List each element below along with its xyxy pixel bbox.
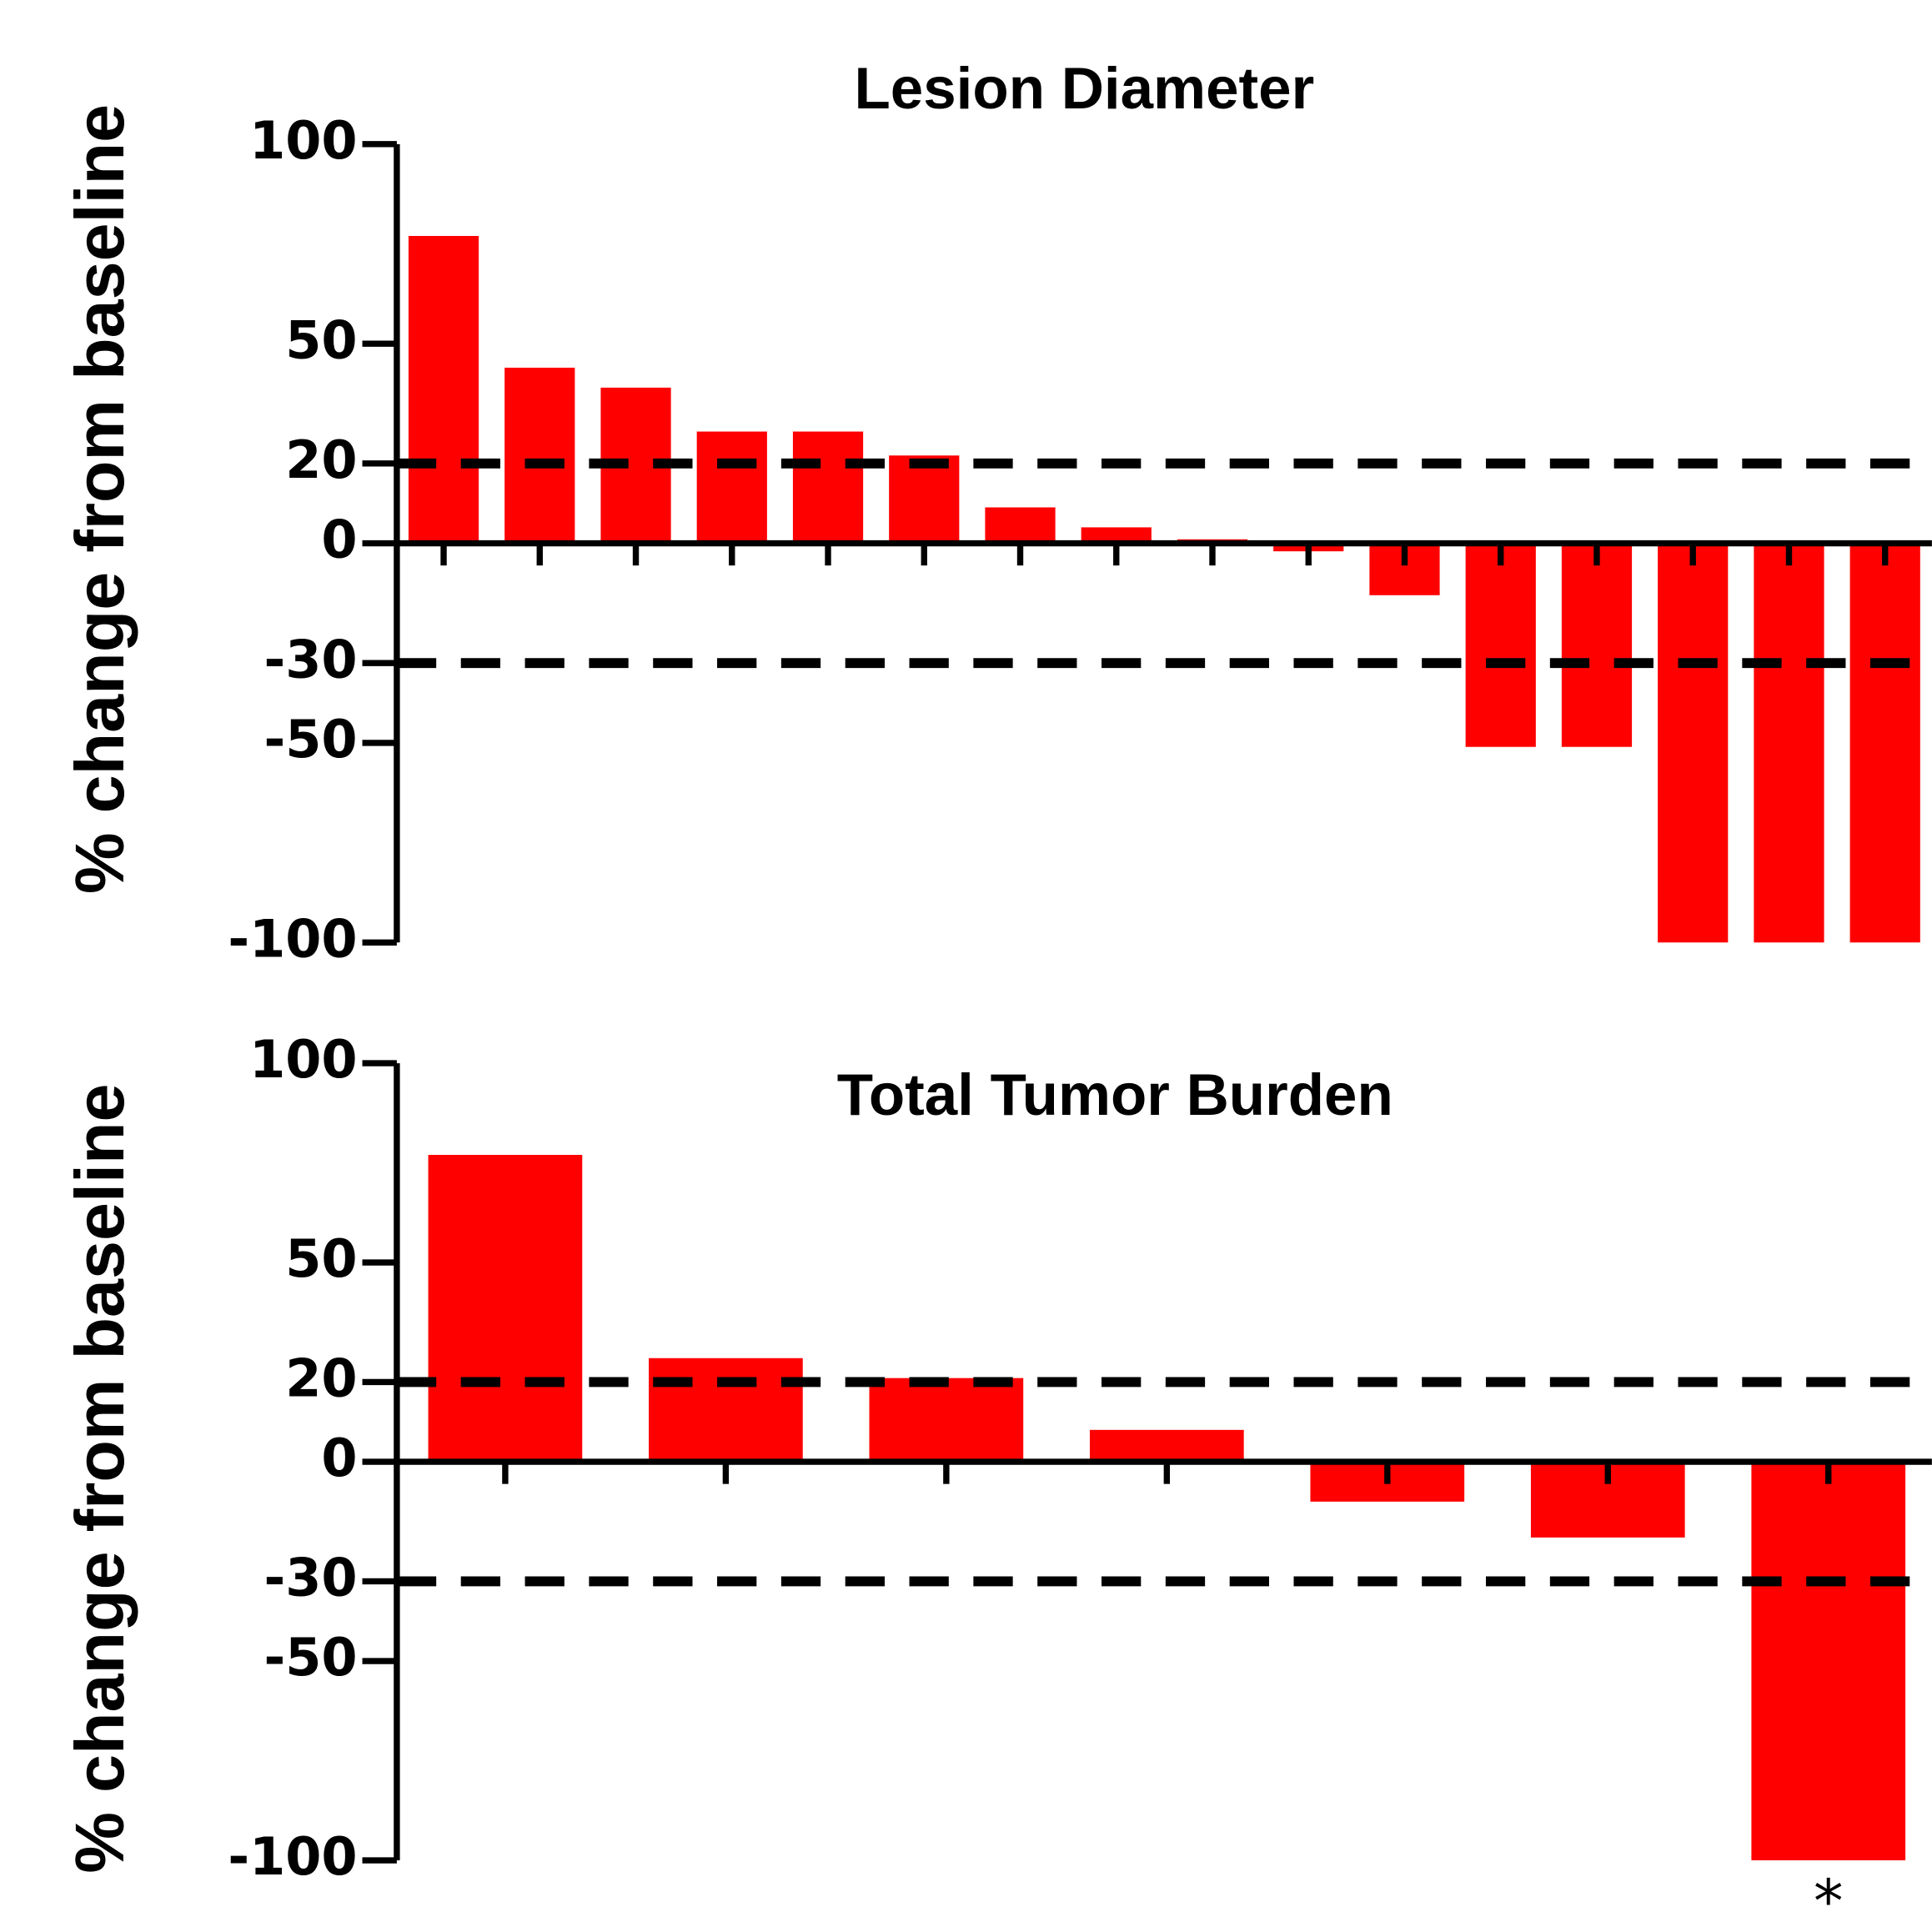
y-tick-label: 100 bbox=[249, 1029, 358, 1090]
y-tick-label: 50 bbox=[285, 309, 357, 370]
chart-title: Lesion Diameter bbox=[855, 56, 1315, 122]
bar bbox=[1465, 543, 1536, 747]
y-tick-label: 0 bbox=[321, 1428, 357, 1488]
bar bbox=[696, 431, 767, 544]
y-tick-label: -50 bbox=[264, 1627, 358, 1688]
bar bbox=[504, 367, 575, 544]
bar bbox=[869, 1378, 1024, 1463]
chart-title: Total Tumor Burden bbox=[837, 1062, 1393, 1128]
bar bbox=[1658, 543, 1729, 943]
y-tick-label: 20 bbox=[285, 429, 357, 490]
bar bbox=[1751, 1462, 1906, 1861]
y-axis-label: % change from baseline bbox=[61, 1083, 138, 1873]
bar bbox=[1849, 543, 1920, 943]
y-tick-label: 50 bbox=[285, 1228, 357, 1289]
bar bbox=[1561, 543, 1633, 747]
y-tick-label: -100 bbox=[228, 1826, 357, 1887]
y-tick-label: 100 bbox=[249, 110, 358, 171]
bar bbox=[428, 1155, 583, 1463]
bar bbox=[889, 455, 960, 544]
y-tick-label: -30 bbox=[264, 629, 358, 690]
bar bbox=[985, 507, 1056, 544]
y-tick-label: -30 bbox=[264, 1548, 358, 1608]
bar bbox=[1081, 527, 1152, 544]
y-axis-label: % change from baseline bbox=[61, 104, 138, 894]
annotation: * bbox=[1814, 1867, 1843, 1917]
y-tick-label: 20 bbox=[285, 1348, 357, 1409]
y-tick-label: 0 bbox=[321, 509, 357, 570]
bar bbox=[408, 235, 479, 544]
y-tick-label: -50 bbox=[264, 709, 358, 770]
bar bbox=[792, 431, 864, 544]
y-tick-label: -100 bbox=[228, 908, 357, 969]
bar bbox=[649, 1357, 803, 1463]
bar bbox=[1089, 1429, 1244, 1463]
bar bbox=[1754, 543, 1824, 943]
